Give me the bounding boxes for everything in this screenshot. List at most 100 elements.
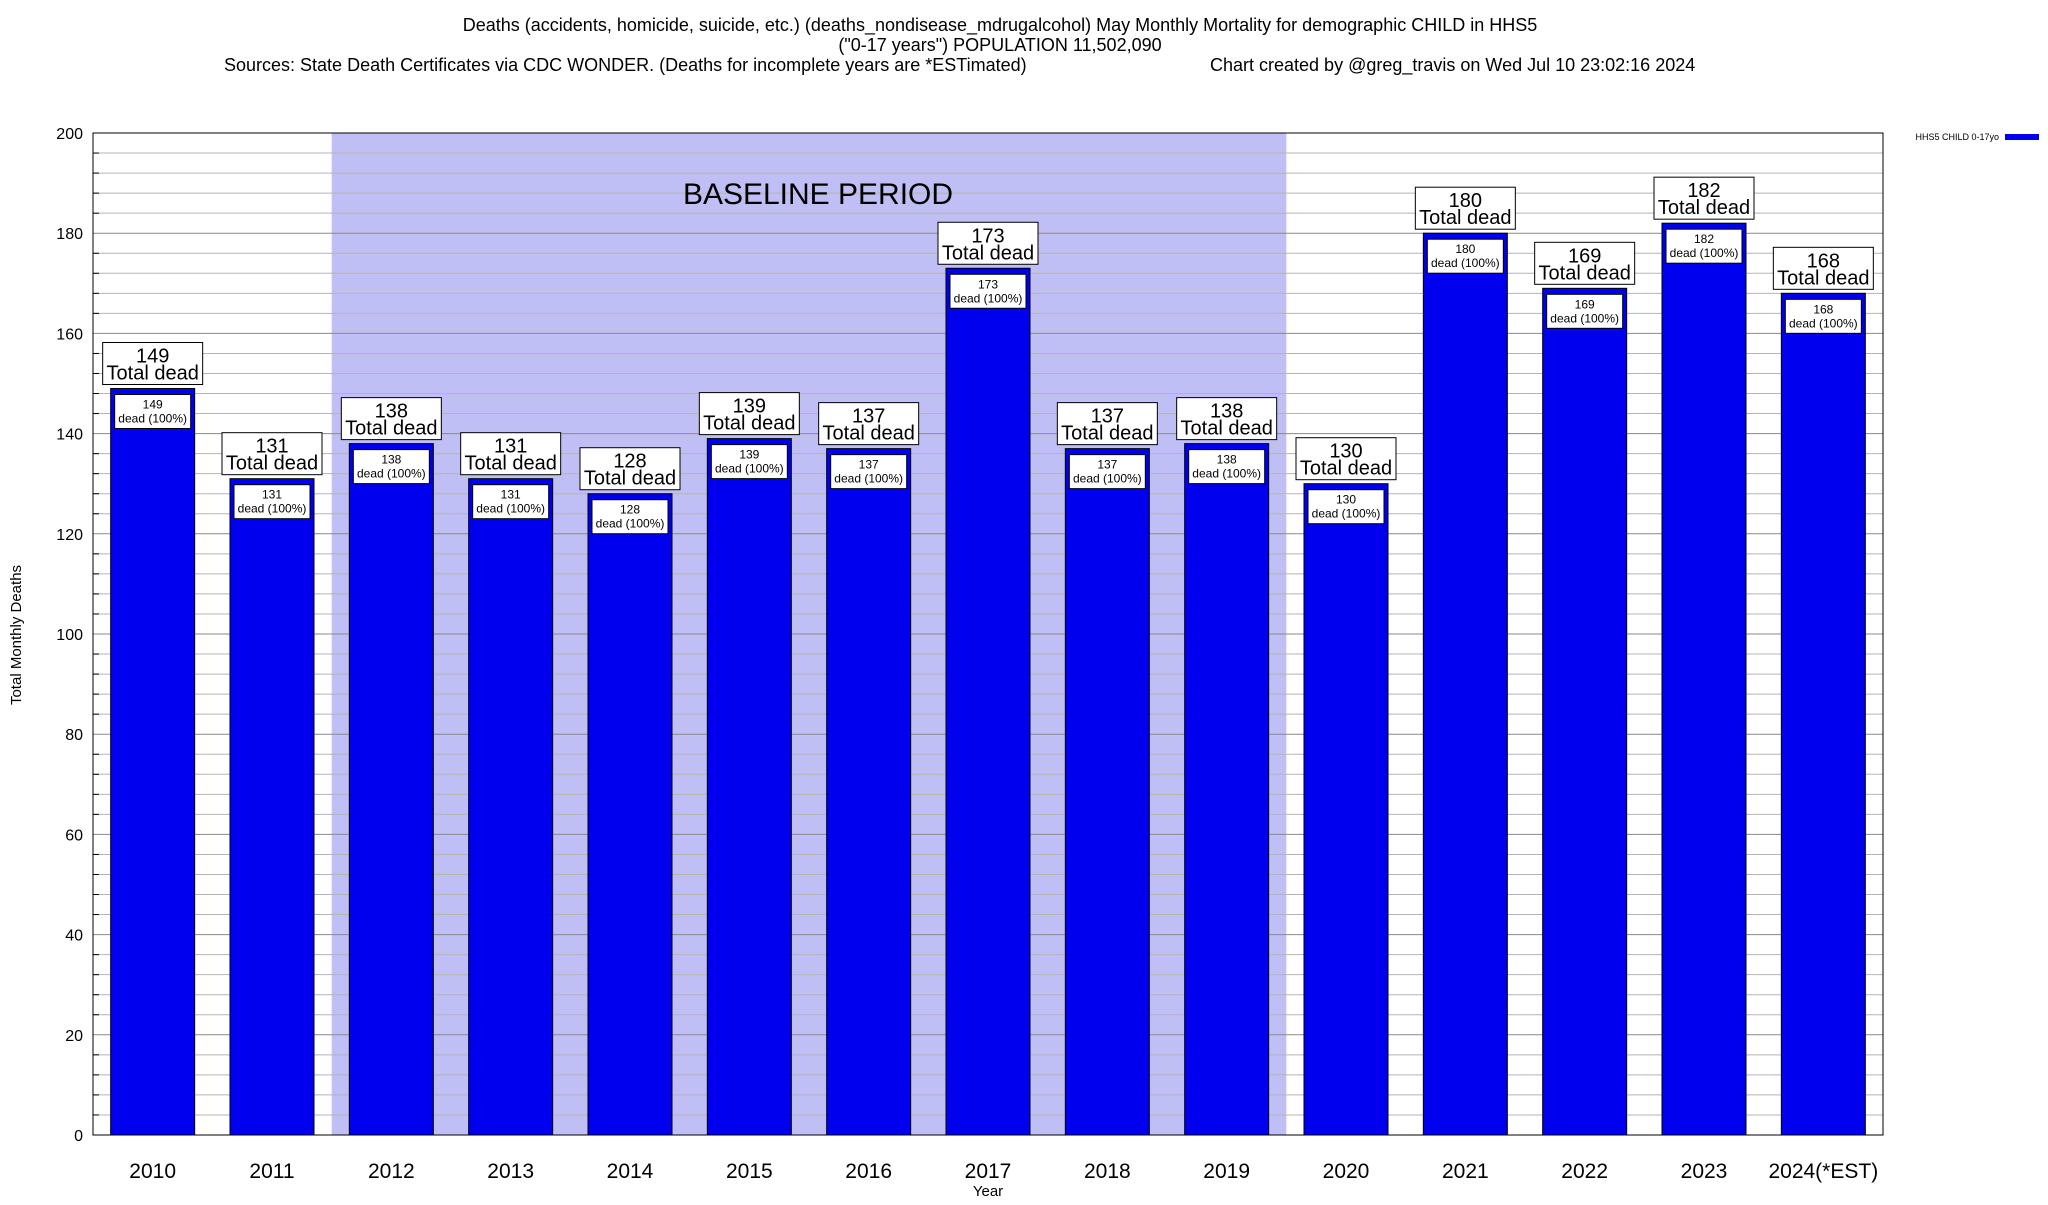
- legend-label: HHS5 CHILD 0-17yo: [1915, 132, 1999, 142]
- total-label-box: [1414, 186, 1516, 230]
- x-tick-label: 2010: [129, 1160, 176, 1183]
- inner-label-value: 173: [978, 277, 998, 291]
- total-label-value: 137: [1091, 406, 1124, 428]
- inner-label-value: 169: [1575, 297, 1595, 311]
- inner-label-value: 137: [1097, 458, 1117, 472]
- bar-2011: [229, 478, 315, 1136]
- total-label-value: 173: [971, 225, 1004, 247]
- total-label-text: Total dead: [1539, 262, 1631, 284]
- inner-label-value: 138: [1217, 453, 1237, 467]
- inner-label-value: 149: [143, 398, 163, 412]
- inner-label-value: 131: [501, 488, 521, 502]
- inner-label-box: [949, 273, 1027, 309]
- total-label-box: [102, 342, 204, 386]
- y-tick-label: 100: [56, 627, 83, 644]
- inner-label-value: 130: [1336, 493, 1356, 507]
- total-label-text: Total dead: [584, 468, 676, 490]
- inner-label-value: 139: [739, 448, 759, 462]
- x-tick-label: 2020: [1323, 1160, 1370, 1183]
- inner-label-box: [233, 484, 311, 520]
- x-tick-label: 2016: [845, 1160, 892, 1183]
- total-label-box: [937, 221, 1039, 265]
- y-tick-label: 140: [56, 427, 83, 444]
- total-label-text: Total dead: [465, 453, 557, 475]
- total-label-box: [1056, 402, 1158, 446]
- y-axis-label: Total Monthly Deaths: [8, 565, 25, 705]
- inner-label-box: [1426, 238, 1504, 274]
- axes-layer: 2010 2011 2012 2013 2014 2015 2016 2017 2018 2019…: [56, 126, 1884, 1183]
- y-tick-label: 60: [65, 827, 83, 844]
- total-label-value: 180: [1449, 190, 1482, 212]
- inner-label-box: [1546, 293, 1624, 329]
- inner-label-value: 182: [1694, 232, 1714, 246]
- bar-2010: [110, 388, 196, 1136]
- total-label-value: 131: [494, 436, 527, 458]
- total-label-box: [698, 392, 800, 436]
- inner-label-box: [591, 499, 669, 535]
- total-label-value: 131: [255, 436, 288, 458]
- inner-label-value: 128: [620, 503, 640, 517]
- x-tick-label: 2023: [1681, 1160, 1728, 1183]
- inner-label-text: dead (100%): [1312, 507, 1381, 521]
- inner-label-text: dead (100%): [357, 467, 426, 481]
- x-tick-label: 2014: [607, 1160, 654, 1183]
- total-label-value: 138: [1210, 401, 1243, 423]
- bar-2023: [1661, 222, 1747, 1136]
- inner-label-box: [830, 454, 908, 490]
- bar-2014: [587, 493, 673, 1136]
- total-label-value: 138: [375, 401, 408, 423]
- total-label-text: Total dead: [1419, 207, 1511, 229]
- total-label-text: Total dead: [823, 423, 915, 445]
- y-tick-label: 80: [65, 727, 83, 744]
- inner-label-box: [1307, 489, 1385, 525]
- total-label-value: 139: [733, 396, 766, 418]
- chart-title-line-2: ("0-17 years") POPULATION 11,502,090: [838, 35, 1161, 55]
- total-label-box: [1653, 176, 1755, 220]
- x-tick-label: 2022: [1561, 1160, 1608, 1183]
- inner-label-text: dead (100%): [1073, 472, 1142, 486]
- inner-label-box: [1068, 454, 1146, 490]
- inner-label-value: 137: [859, 458, 879, 472]
- inner-label-box: [472, 484, 550, 520]
- bar-2013: [468, 478, 554, 1136]
- total-label-text: Total dead: [942, 242, 1034, 264]
- bars-layer: [110, 222, 1866, 1136]
- chart-title-line-1: Deaths (accidents, homicide, suicide, et…: [463, 15, 1538, 36]
- inner-label-value: 168: [1813, 302, 1833, 316]
- inner-label-text: dead (100%): [1550, 311, 1619, 325]
- inner-label-text: dead (100%): [1789, 316, 1858, 330]
- inner-label-box: [352, 449, 430, 485]
- total-label-text: Total dead: [1300, 458, 1392, 480]
- inner-label-text: dead (100%): [118, 412, 187, 426]
- inner-label-text: dead (100%): [715, 462, 784, 476]
- total-label-box: [221, 432, 323, 476]
- x-tick-label: 2018: [1084, 1160, 1131, 1183]
- total-label-box: [1534, 241, 1636, 285]
- total-label-box: [460, 432, 562, 476]
- inner-label-text: dead (100%): [954, 291, 1023, 305]
- total-label-value: 128: [613, 451, 646, 473]
- total-label-text: Total dead: [226, 453, 318, 475]
- inner-label-value: 131: [262, 488, 282, 502]
- x-tick-label: 2011: [249, 1160, 294, 1183]
- total-label-box: [1176, 397, 1278, 441]
- bar-2012: [348, 443, 434, 1136]
- total-label-text: Total dead: [107, 363, 199, 385]
- inner-label-text: dead (100%): [596, 517, 665, 531]
- total-label-value: 137: [852, 406, 885, 428]
- total-label-box: [1295, 437, 1397, 481]
- chart-sources: Sources: State Death Certificates via CD…: [224, 55, 1027, 75]
- bar-2016: [826, 448, 912, 1136]
- inner-label-box: [114, 394, 192, 430]
- bar-2015: [706, 438, 792, 1136]
- total-label-box: [1772, 246, 1874, 290]
- inner-label-text: dead (100%): [238, 502, 307, 516]
- inner-label-box: [710, 444, 788, 480]
- total-label-text: Total dead: [1061, 423, 1153, 445]
- bar-2021: [1422, 232, 1508, 1136]
- y-tick-label: 180: [56, 226, 83, 243]
- total-label-text: Total dead: [1181, 418, 1273, 440]
- bar-2020: [1303, 483, 1389, 1136]
